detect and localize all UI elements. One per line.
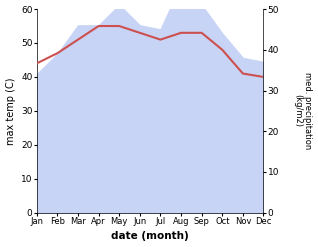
Y-axis label: max temp (C): max temp (C) bbox=[5, 77, 16, 145]
Y-axis label: med. precipitation
(kg/m2): med. precipitation (kg/m2) bbox=[293, 72, 313, 149]
X-axis label: date (month): date (month) bbox=[111, 231, 189, 242]
